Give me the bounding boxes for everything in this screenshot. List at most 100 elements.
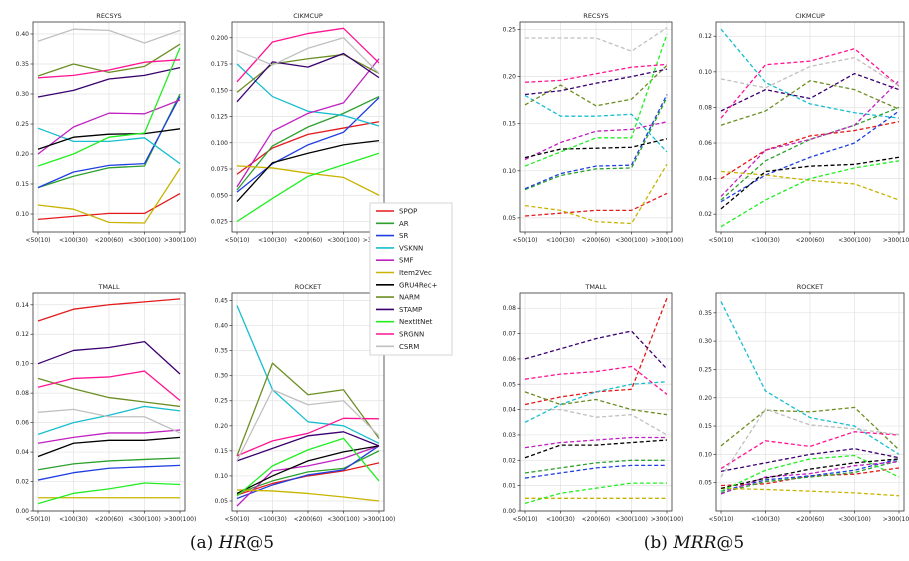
y-tick-label: 0.00: [16, 508, 30, 515]
series-line-ar: [720, 459, 900, 494]
x-tick-label: >300(100): [651, 516, 684, 523]
caption-b: (b) MRR@5: [644, 533, 744, 553]
panel-cikmcup-hrat5: CIKMCUP 0.025 0.050 0.075 0.100 0.125 0.150 0.1…: [211, 12, 396, 244]
series-line-srgnn: [37, 370, 181, 402]
series-line-sr: [37, 96, 181, 189]
series-line-csrm: [720, 408, 900, 478]
y-tick-label: 0.12: [16, 331, 30, 338]
y-tick-label: 0.10: [16, 361, 30, 368]
series-line-spop: [524, 297, 668, 406]
series-line-smf: [236, 58, 380, 188]
y-tick-label: 0.45: [215, 298, 229, 305]
series-line-spop: [720, 121, 900, 180]
series-line-vsknn: [37, 405, 181, 436]
y-tick-label: 0.35: [16, 61, 30, 68]
y-tick-label: 0.150: [211, 87, 228, 94]
x-tick-label: <50(10): [513, 516, 538, 523]
panel-recsys-hrat5: RECSYS 0.10 0.15 0.20 0.25 0.30 0.35 0.40 <50(10…: [16, 12, 197, 244]
series-line-nextitnet: [720, 160, 900, 228]
series-line-vsknn: [720, 28, 900, 119]
y-tick-label: 0.025: [211, 219, 228, 226]
x-tick-label: <300(100): [327, 237, 360, 244]
y-tick-label: 0.40: [215, 323, 229, 330]
x-tick-label: <300(100): [615, 237, 648, 244]
x-tick-label: <100(30): [258, 516, 287, 523]
x-tick-label: <100(30): [546, 237, 575, 244]
series-line-sr: [236, 97, 380, 193]
y-tick-label: 0.00: [503, 508, 517, 515]
y-tick-label: 0.15: [16, 181, 30, 188]
series-line-vsknn: [236, 305, 380, 444]
y-tick-label: 0.20: [699, 395, 713, 402]
series-line-srgnn: [37, 59, 181, 79]
series-line-gru4rec-: [236, 140, 380, 202]
x-tick-label: >300(100): [883, 516, 909, 523]
legend: SPOP AR SR VSKNN SMF Item2Vec GRU4Rec+ NARM STAM…: [369, 202, 453, 356]
legend-label: SPOP: [399, 208, 417, 216]
series-line-item2vec: [720, 487, 900, 497]
y-tick-label: 0.04: [503, 407, 517, 414]
y-tick-label: 0.050: [211, 192, 228, 199]
x-tick-label: <300(100): [838, 237, 871, 244]
series-line-csrm: [236, 389, 380, 462]
panel-title: CIKMCUP: [293, 12, 323, 20]
series-line-nextitnet: [720, 454, 900, 492]
panel-cikmcup-mrrat5: CIKMCUP 0.02 0.04 0.06 0.08 0.10 0.12 <50(10) <1…: [699, 12, 909, 244]
series-line-smf: [524, 121, 668, 161]
series-line-spop: [720, 467, 900, 487]
series-line-nextitnet: [236, 437, 380, 497]
y-tick-label: 0.30: [16, 91, 30, 98]
series-line-smf: [524, 436, 667, 449]
panels: RECSYS 0.10 0.15 0.20 0.25 0.30 0.35 0.40 <50(10…: [16, 12, 909, 523]
x-tick-label: <300(100): [615, 516, 648, 523]
series-line-vsknn: [720, 301, 900, 455]
panel-rocket-hrat5: ROCKET 0.05 0.10 0.15 0.20 0.25 0.30 0.35 0.40 0.…: [215, 283, 396, 523]
y-tick-label: 0.05: [699, 480, 713, 487]
x-tick-label: <300(100): [327, 516, 360, 523]
y-tick-label: 0.04: [16, 449, 30, 456]
y-tick-label: 0.100: [211, 140, 228, 147]
x-tick-label: <300(100): [838, 516, 871, 523]
series-line-ar: [524, 97, 668, 191]
y-tick-label: 0.08: [699, 104, 713, 111]
series-line-stamp: [524, 330, 668, 370]
y-tick-label: 0.08: [503, 305, 517, 312]
series-line-item2vec: [236, 489, 380, 502]
y-tick-label: 0.20: [215, 423, 229, 430]
panel-title: RECSYS: [583, 12, 608, 20]
series-line-stamp: [37, 340, 181, 375]
series-line-stamp: [720, 448, 900, 472]
panel-title: CIKMCUP: [795, 12, 825, 20]
x-tick-label: <50(10): [26, 516, 51, 523]
series-line-nextitnet: [37, 47, 181, 167]
series-line-gru4rec-: [524, 138, 668, 159]
series-line-csrm: [525, 408, 668, 436]
y-tick-label: 0.10: [16, 211, 30, 218]
legend-label: GRU4Rec+: [399, 281, 438, 289]
series-line-smf: [37, 99, 181, 155]
series-line-smf: [720, 80, 900, 197]
x-tick-label: <50(10): [709, 516, 734, 523]
series-line-spop: [37, 298, 181, 322]
panel-title: ROCKET: [797, 283, 824, 291]
x-tick-label: <300(100): [128, 237, 161, 244]
legend-label: CSRM: [399, 343, 419, 351]
y-tick-label: 0.10: [503, 168, 517, 175]
series-line-spop: [236, 462, 380, 496]
x-tick-label: >300(100): [883, 237, 909, 244]
series-line-srgnn: [524, 63, 668, 83]
legend-label: SR: [399, 232, 408, 240]
y-tick-label: 0.25: [215, 398, 229, 405]
series-line-stamp: [524, 68, 668, 96]
series-line-smf: [37, 429, 181, 444]
series-line-csrm: [236, 37, 380, 74]
y-tick-label: 0.05: [215, 498, 229, 505]
y-tick-label: 0.04: [699, 176, 713, 183]
x-tick-label: >300(100): [363, 516, 396, 523]
y-tick-label: 0.20: [503, 74, 517, 81]
series-line-gru4rec-: [236, 445, 380, 495]
caption-a: (a) HR@5: [190, 533, 274, 553]
series-line-stamp: [236, 52, 380, 103]
series-line-gru4rec-: [37, 128, 181, 150]
series-line-vsknn: [236, 63, 380, 127]
